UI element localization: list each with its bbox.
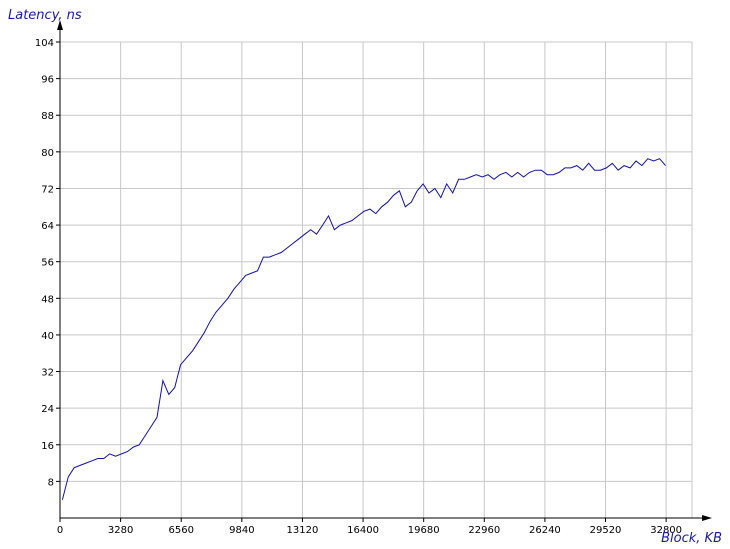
x-tick-labels: 0 3280 6560 9840 13120 16400 19680 22960 26240 29… — [57, 518, 682, 536]
x-tick-label: 3280 — [108, 525, 133, 536]
x-tick-label: 0 — [57, 525, 63, 536]
y-tick-label: 48 — [41, 294, 54, 305]
y-tick-label: 24 — [41, 404, 54, 415]
x-tick-label: 19680 — [408, 525, 440, 536]
x-tick-label: 32800 — [650, 525, 682, 536]
y-tick-label: 56 — [41, 258, 54, 269]
y-tick-label: 72 — [41, 184, 54, 195]
y-tick-label: 104 — [35, 38, 54, 49]
x-tick-label: 13120 — [287, 525, 319, 536]
x-tick-label: 16400 — [347, 525, 379, 536]
latency-series-line — [61, 158, 666, 500]
x-axis-title: Block, KB — [661, 531, 722, 546]
y-tick-label: 16 — [41, 441, 54, 452]
y-tick-label: 88 — [41, 111, 54, 122]
y-tick-labels: 8 16 24 32 40 48 56 64 72 80 88 96 104 — [35, 38, 60, 488]
x-tick-label: 9840 — [229, 525, 254, 536]
x-tick-label: 29520 — [590, 525, 622, 536]
x-tick-label: 22960 — [468, 525, 500, 536]
y-tick-label: 8 — [48, 477, 54, 488]
x-tick-label: 6560 — [168, 525, 193, 536]
x-tick-label: 26240 — [529, 525, 561, 536]
x-axis-arrow-icon — [702, 515, 712, 521]
y-tick-label: 80 — [41, 148, 54, 159]
chart-axes — [57, 20, 712, 521]
y-tick-label: 64 — [41, 221, 54, 232]
y-axis-title: Latency, ns — [8, 8, 82, 23]
y-axis-arrow-icon — [57, 20, 63, 30]
grid-lines — [60, 41, 693, 518]
y-tick-label: 96 — [41, 75, 54, 86]
y-tick-label: 32 — [41, 368, 54, 379]
y-tick-label: 40 — [41, 331, 54, 342]
